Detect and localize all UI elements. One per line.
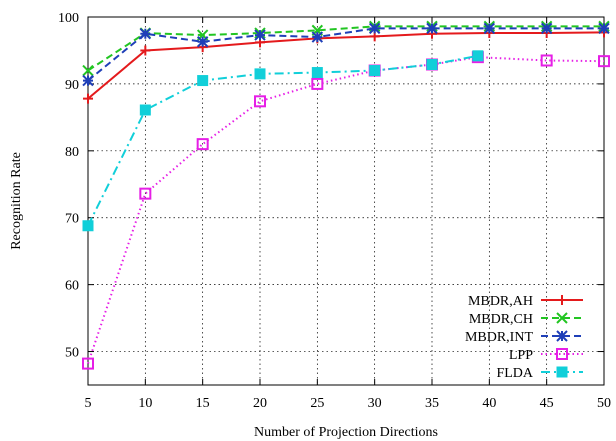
y-tick-label: 70 [65,212,79,227]
data-point [540,22,553,35]
x-tick-label: 50 [597,396,611,411]
legend-marker [556,330,568,342]
data-point [82,357,94,370]
x-tick-label: 45 [540,396,554,411]
data-point [254,68,266,80]
data-point [254,29,266,41]
series-flda [82,50,484,232]
series-line [87,25,604,72]
data-point [83,93,93,104]
x-tick-label: 10 [138,396,152,411]
x-axis-label: Number of Projection Directions [254,425,438,440]
x-tick-label: 5 [85,396,92,411]
data-point [197,75,209,87]
data-point [426,59,438,71]
legend-item: MBDR,INT [465,330,583,345]
data-point [311,67,323,79]
data-point [140,45,151,56]
y-tick-labels: 50 60 70 80 90 100 [58,11,79,361]
x-tick-label: 25 [310,396,324,411]
legend-marker [557,295,567,305]
data-point [82,64,94,77]
y-tick-label: 60 [65,279,79,294]
series-layer [82,20,610,370]
data-point [139,104,151,116]
grid [88,17,604,385]
legend-marker [556,366,568,378]
data-point [598,55,610,68]
legend-label: MBDR,INT [465,330,534,345]
x-tick-label: 30 [368,396,382,411]
legend-marker [556,312,568,324]
legend-item: FLDA [496,366,583,381]
data-point [311,31,324,43]
data-point [598,22,610,35]
data-point [254,95,266,108]
data-point [196,138,209,151]
data-point [472,50,484,62]
series-mbdr-int [82,22,610,87]
data-point [139,28,152,40]
data-point [483,22,496,35]
data-point [368,22,381,35]
y-tick-label: 90 [65,78,79,93]
y-tick-label: 100 [58,11,79,26]
x-tick-label: 20 [253,396,267,411]
x-tick-label: 35 [425,396,439,411]
legend-marker [556,348,568,360]
y-tick-label: 80 [65,145,79,160]
data-point [196,36,209,48]
legend: MBDR,AH MBDR,CH MBDR,INT LPP FLDA [465,294,583,381]
legend-item: MBDR,CH [469,312,583,327]
x-tick-label: 15 [196,396,210,411]
series-mbdr-ch [82,20,610,77]
data-point [311,77,324,90]
series-mbdr-ah [83,27,609,104]
y-tick-label: 50 [65,346,79,361]
x-tick-labels: 5 10 15 20 25 30 35 40 45 50 [85,396,612,411]
data-point [82,74,94,87]
data-point [369,65,381,77]
series-line [87,31,605,100]
legend-item: LPP [509,348,583,363]
data-point [82,220,94,232]
legend-label: LPP [509,348,533,363]
y-axis-label: Recognition Rate [9,152,24,250]
data-point [540,54,553,67]
legend-item: MBDR,AH [468,294,583,309]
legend-label: MBDR,CH [469,312,533,327]
plot-frame [87,16,605,386]
series-line [87,56,605,364]
data-point [139,187,152,200]
series-line [87,27,604,82]
legend-label: FLDA [496,366,533,381]
legend-label: MBDR,AH [468,294,533,309]
data-point [426,22,438,35]
series-line [87,54,479,227]
x-tick-label: 40 [482,396,496,411]
